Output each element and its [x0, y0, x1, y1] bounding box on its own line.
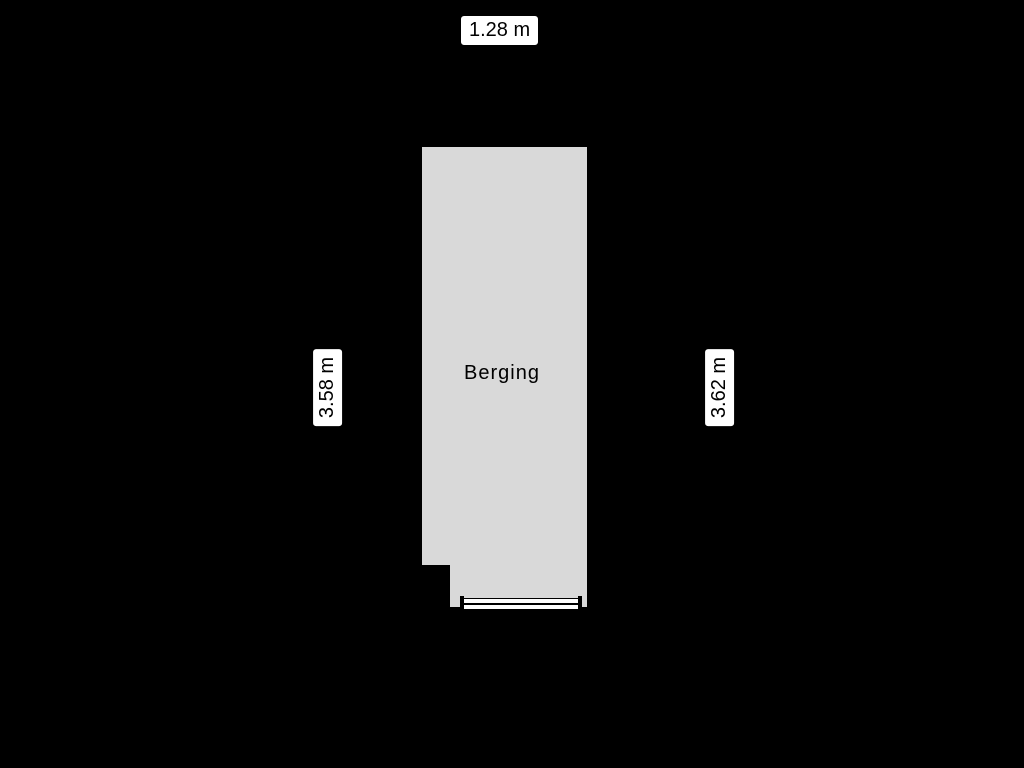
- door-frame-right: [578, 596, 582, 612]
- dimension-top: 1.28 m: [460, 15, 539, 46]
- dimension-left: 3.58 m: [312, 348, 343, 427]
- door-frame-bottom: [462, 609, 580, 610]
- room-notch: [418, 565, 450, 607]
- door-frame-top: [462, 598, 580, 599]
- door-frame-left: [460, 596, 464, 612]
- room-label: Berging: [464, 362, 540, 385]
- door-frame-mid: [462, 603, 580, 605]
- floorplan-canvas: Berging 1.28 m 3.58 m 3.62 m: [0, 0, 1024, 768]
- dimension-right: 3.62 m: [704, 348, 735, 427]
